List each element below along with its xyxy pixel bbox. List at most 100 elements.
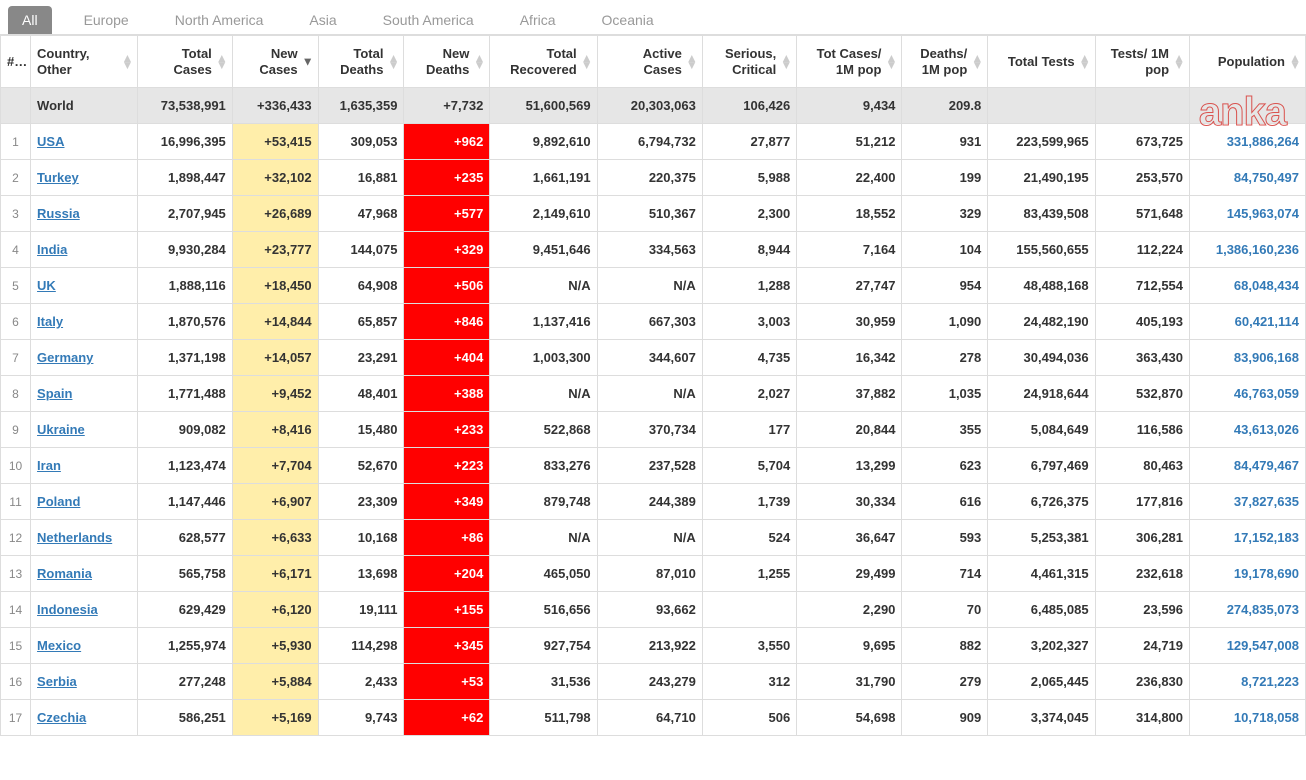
cell-total_tests: 3,374,045 <box>988 700 1095 736</box>
cell-deaths_1m: 199 <box>902 160 988 196</box>
cell-serious: 1,739 <box>702 484 796 520</box>
cell-deaths_1m: 931 <box>902 124 988 160</box>
cell-new_deaths: +204 <box>404 556 490 592</box>
tab-north-america[interactable]: North America <box>161 6 278 34</box>
country-link[interactable]: Russia <box>37 206 80 221</box>
col-header-new_cases[interactable]: New Cases▼ <box>232 36 318 88</box>
col-header-deaths_1m[interactable]: Deaths/ 1M pop▲▼ <box>902 36 988 88</box>
cell-active_cases: N/A <box>597 268 702 304</box>
col-header-total_recovered[interactable]: Total Recovered▲▼ <box>490 36 597 88</box>
tab-africa[interactable]: Africa <box>506 6 570 34</box>
col-header-total_cases[interactable]: Total Cases▲▼ <box>138 36 232 88</box>
cell-deaths_1m: 1,090 <box>902 304 988 340</box>
cell-serious: 8,944 <box>702 232 796 268</box>
country-link[interactable]: Mexico <box>37 638 81 653</box>
cell-new_cases: +6,120 <box>232 592 318 628</box>
cell-active_cases: 334,563 <box>597 232 702 268</box>
cell-new_cases: +14,844 <box>232 304 318 340</box>
country-link[interactable]: Netherlands <box>37 530 112 545</box>
cell-deaths_1m: 279 <box>902 664 988 700</box>
cell-idx <box>1 88 31 124</box>
cell-total_cases: 1,255,974 <box>138 628 232 664</box>
country-link[interactable]: Indonesia <box>37 602 98 617</box>
cell-new_deaths: +506 <box>404 268 490 304</box>
cell-population: 37,827,635 <box>1190 484 1306 520</box>
cell-serious: 2,027 <box>702 376 796 412</box>
table-row: 3Russia2,707,945+26,68947,968+5772,149,6… <box>1 196 1306 232</box>
country-link[interactable]: Italy <box>37 314 63 329</box>
cell-active_cases: 220,375 <box>597 160 702 196</box>
cell-total_tests: 4,461,315 <box>988 556 1095 592</box>
col-header-country[interactable]: Country, Other▲▼ <box>31 36 138 88</box>
sort-icon: ▲▼ <box>473 54 485 68</box>
col-header-serious[interactable]: Serious, Critical▲▼ <box>702 36 796 88</box>
cell-new_deaths: +962 <box>404 124 490 160</box>
header-row: #Country, Other▲▼Total Cases▲▼New Cases▼… <box>1 36 1306 88</box>
cell-idx: 14 <box>1 592 31 628</box>
country-link[interactable]: Romania <box>37 566 92 581</box>
cell-cases_1m: 13,299 <box>797 448 902 484</box>
cell-cases_1m: 27,747 <box>797 268 902 304</box>
tab-oceania[interactable]: Oceania <box>588 6 668 34</box>
cell-new_deaths: +235 <box>404 160 490 196</box>
sort-icon: ▼ <box>302 58 314 65</box>
sort-icon: ▲▼ <box>780 54 792 68</box>
sort-icon: ▲▼ <box>121 54 133 68</box>
country-link[interactable]: Poland <box>37 494 80 509</box>
col-header-cases_1m[interactable]: Tot Cases/ 1M pop▲▼ <box>797 36 902 88</box>
cell-active_cases: 510,367 <box>597 196 702 232</box>
cell-deaths_1m: 278 <box>902 340 988 376</box>
cell-tests_1m: 116,586 <box>1095 412 1189 448</box>
cell-tests_1m: 236,830 <box>1095 664 1189 700</box>
cell-total_cases: 1,898,447 <box>138 160 232 196</box>
sort-icon: ▲▼ <box>1173 54 1185 68</box>
cell-total_tests: 223,599,965 <box>988 124 1095 160</box>
country-link[interactable]: Iran <box>37 458 61 473</box>
col-header-idx[interactable]: # <box>1 36 31 88</box>
table-row: 11Poland1,147,446+6,90723,309+349879,748… <box>1 484 1306 520</box>
cell-new_deaths: +62 <box>404 700 490 736</box>
tab-all[interactable]: All <box>8 6 52 34</box>
country-link[interactable]: UK <box>37 278 56 293</box>
tab-asia[interactable]: Asia <box>295 6 350 34</box>
col-header-total_tests[interactable]: Total Tests▲▼ <box>988 36 1095 88</box>
col-header-new_deaths[interactable]: New Deaths▲▼ <box>404 36 490 88</box>
cell-new_deaths: +223 <box>404 448 490 484</box>
country-link[interactable]: Turkey <box>37 170 79 185</box>
cell-total_deaths: 144,075 <box>318 232 404 268</box>
cell-cases_1m: 20,844 <box>797 412 902 448</box>
cell-serious: 4,735 <box>702 340 796 376</box>
cell-deaths_1m: 70 <box>902 592 988 628</box>
country-link[interactable]: Serbia <box>37 674 77 689</box>
country-link[interactable]: Germany <box>37 350 93 365</box>
country-link[interactable]: India <box>37 242 67 257</box>
cell-tests_1m: 80,463 <box>1095 448 1189 484</box>
cell-cases_1m: 9,434 <box>797 88 902 124</box>
col-header-population[interactable]: Population▲▼ <box>1190 36 1306 88</box>
sort-icon: ▲▼ <box>686 54 698 68</box>
cell-deaths_1m: 714 <box>902 556 988 592</box>
table-row: 14Indonesia629,429+6,12019,111+155516,65… <box>1 592 1306 628</box>
cell-total_deaths: 1,635,359 <box>318 88 404 124</box>
cell-new_cases: +18,450 <box>232 268 318 304</box>
cell-total_deaths: 309,053 <box>318 124 404 160</box>
country-link[interactable]: Spain <box>37 386 72 401</box>
tab-europe[interactable]: Europe <box>70 6 143 34</box>
country-link[interactable]: USA <box>37 134 64 149</box>
sort-icon: ▲▼ <box>1289 54 1301 68</box>
col-header-total_deaths[interactable]: Total Deaths▲▼ <box>318 36 404 88</box>
cell-tests_1m: 363,430 <box>1095 340 1189 376</box>
sort-icon: ▲▼ <box>971 54 983 68</box>
country-link[interactable]: Czechia <box>37 710 86 725</box>
col-header-tests_1m[interactable]: Tests/ 1M pop▲▼ <box>1095 36 1189 88</box>
tab-south-america[interactable]: South America <box>369 6 488 34</box>
cell-total_recovered: 927,754 <box>490 628 597 664</box>
cell-new_cases: +336,433 <box>232 88 318 124</box>
cell-new_cases: +53,415 <box>232 124 318 160</box>
col-header-active_cases[interactable]: Active Cases▲▼ <box>597 36 702 88</box>
cell-active_cases: 370,734 <box>597 412 702 448</box>
cell-total_recovered: 522,868 <box>490 412 597 448</box>
cell-total_deaths: 23,309 <box>318 484 404 520</box>
cell-deaths_1m: 882 <box>902 628 988 664</box>
country-link[interactable]: Ukraine <box>37 422 85 437</box>
